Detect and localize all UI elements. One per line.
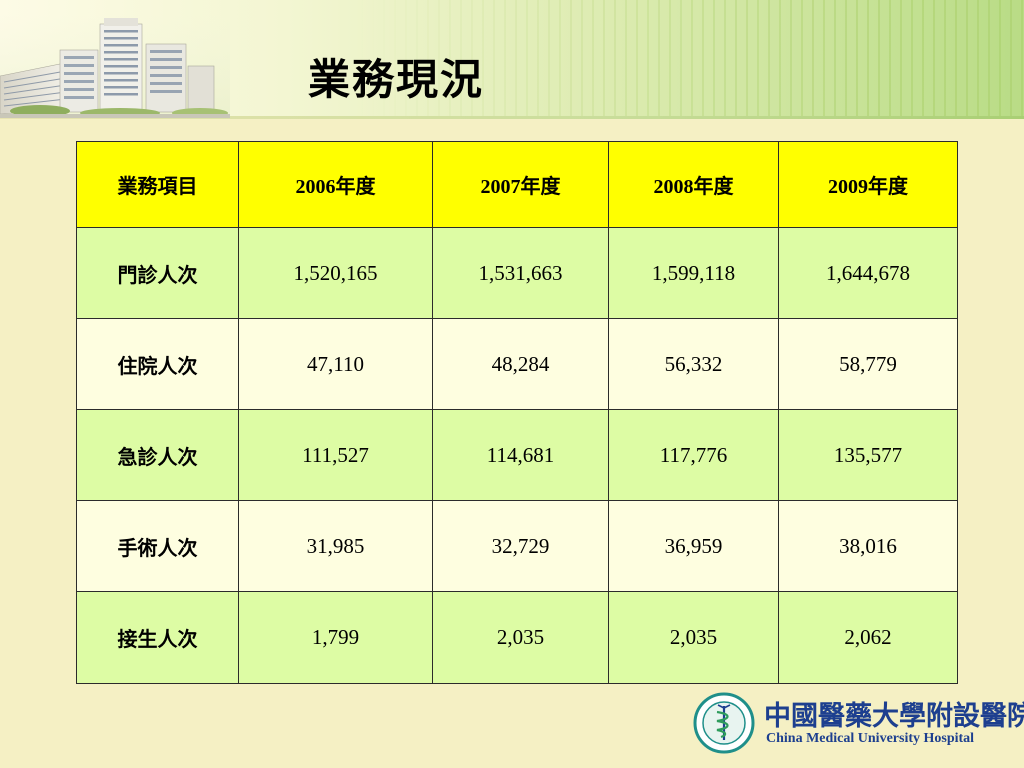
- table-cell: 1,799: [238, 591, 433, 684]
- table-cell: 1,644,678: [778, 227, 958, 319]
- table-row: 手術人次 31,985 32,729 36,959 38,016: [76, 500, 958, 592]
- business-stats-table: 業務項目 2006年度 2007年度 2008年度 2009年度 門診人次 1,…: [76, 141, 958, 684]
- table-cell: 2,062: [778, 591, 958, 684]
- header-cell-item: 業務項目: [76, 141, 239, 228]
- table-cell: 1,520,165: [238, 227, 433, 319]
- row-label: 門診人次: [76, 227, 239, 319]
- table-header-row: 業務項目 2006年度 2007年度 2008年度 2009年度: [76, 141, 958, 228]
- hospital-name-en: China Medical University Hospital: [766, 731, 975, 746]
- table-cell: 58,779: [778, 318, 958, 410]
- hospital-logo: 中國醫藥大學附設醫院 China Medical University Hosp…: [688, 690, 1024, 760]
- table-cell: 2,035: [608, 591, 779, 684]
- table-cell: 117,776: [608, 409, 779, 501]
- table-cell: 1,531,663: [432, 227, 609, 319]
- table-row: 住院人次 47,110 48,284 56,332 58,779: [76, 318, 958, 410]
- table-cell: 48,284: [432, 318, 609, 410]
- table-row: 急診人次 111,527 114,681 117,776 135,577: [76, 409, 958, 501]
- page-title: 業務現況: [308, 55, 485, 104]
- table-cell: 114,681: [432, 409, 609, 501]
- table-cell: 31,985: [238, 500, 433, 592]
- row-label: 手術人次: [76, 500, 239, 592]
- header-cell-2009: 2009年度: [778, 141, 958, 228]
- header-cell-2008: 2008年度: [608, 141, 779, 228]
- hospital-name-zh: 中國醫藥大學附設醫院: [764, 701, 1024, 732]
- table-cell: 47,110: [238, 318, 433, 410]
- table-row: 接生人次 1,799 2,035 2,035 2,062: [76, 591, 958, 684]
- table-cell: 111,527: [238, 409, 433, 501]
- hospital-buildings-image: [0, 14, 230, 118]
- table-cell: 56,332: [608, 318, 779, 410]
- table-cell: 32,729: [432, 500, 609, 592]
- header-cell-2007: 2007年度: [432, 141, 609, 228]
- table-cell: 36,959: [608, 500, 779, 592]
- table-cell: 2,035: [432, 591, 609, 684]
- header-cell-2006: 2006年度: [238, 141, 433, 228]
- header-divider: [0, 116, 1024, 119]
- table-cell: 135,577: [778, 409, 958, 501]
- row-label: 接生人次: [76, 591, 239, 684]
- row-label: 住院人次: [76, 318, 239, 410]
- hospital-seal-icon: [693, 692, 755, 754]
- table-cell: 1,599,118: [608, 227, 779, 319]
- row-label: 急診人次: [76, 409, 239, 501]
- table-row: 門診人次 1,520,165 1,531,663 1,599,118 1,644…: [76, 227, 958, 319]
- table-cell: 38,016: [778, 500, 958, 592]
